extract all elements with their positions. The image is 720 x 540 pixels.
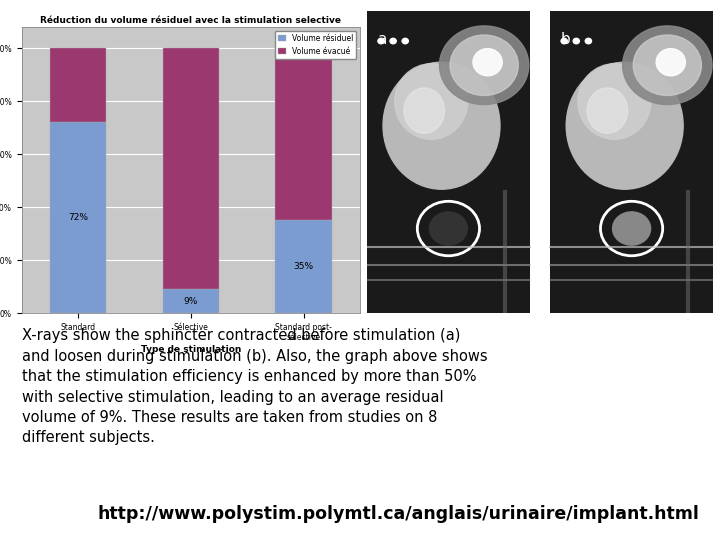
- Ellipse shape: [390, 38, 396, 44]
- Ellipse shape: [587, 88, 628, 133]
- Bar: [163, 48, 219, 289]
- Bar: [163, 289, 219, 313]
- Ellipse shape: [450, 35, 518, 96]
- Ellipse shape: [623, 26, 712, 105]
- Text: a: a: [377, 32, 387, 47]
- X-axis label: Type de stimulation: Type de stimulation: [140, 345, 241, 354]
- Ellipse shape: [585, 38, 592, 44]
- Ellipse shape: [633, 35, 701, 96]
- Text: b: b: [561, 32, 570, 47]
- Circle shape: [429, 212, 467, 245]
- Ellipse shape: [404, 88, 444, 133]
- Bar: [50, 48, 107, 123]
- Ellipse shape: [402, 38, 408, 44]
- Bar: [275, 48, 332, 220]
- Text: 9%: 9%: [184, 297, 198, 306]
- Ellipse shape: [383, 62, 500, 189]
- Ellipse shape: [561, 38, 567, 44]
- Legend: Volume résiduel, Volume évacué: Volume résiduel, Volume évacué: [275, 31, 356, 59]
- Text: 35%: 35%: [294, 262, 314, 271]
- FancyBboxPatch shape: [367, 11, 530, 313]
- Title: Réduction du volume résiduel avec la stimulation selective: Réduction du volume résiduel avec la sti…: [40, 16, 341, 25]
- Text: X-rays show the sphincter contracted before stimulation (a)
and loosen during st: X-rays show the sphincter contracted bef…: [22, 328, 487, 446]
- Ellipse shape: [473, 49, 503, 76]
- FancyBboxPatch shape: [550, 11, 713, 313]
- Ellipse shape: [656, 49, 685, 76]
- Bar: [275, 220, 332, 313]
- Ellipse shape: [395, 64, 468, 139]
- Ellipse shape: [573, 38, 580, 44]
- Circle shape: [613, 212, 651, 245]
- Text: http://www.polystim.polymtl.ca/anglais/urinaire/implant.html: http://www.polystim.polymtl.ca/anglais/u…: [97, 505, 699, 523]
- Ellipse shape: [577, 64, 651, 139]
- Ellipse shape: [378, 38, 384, 44]
- Bar: [50, 123, 107, 313]
- Text: 72%: 72%: [68, 213, 88, 222]
- Ellipse shape: [439, 26, 528, 105]
- Ellipse shape: [566, 62, 683, 189]
